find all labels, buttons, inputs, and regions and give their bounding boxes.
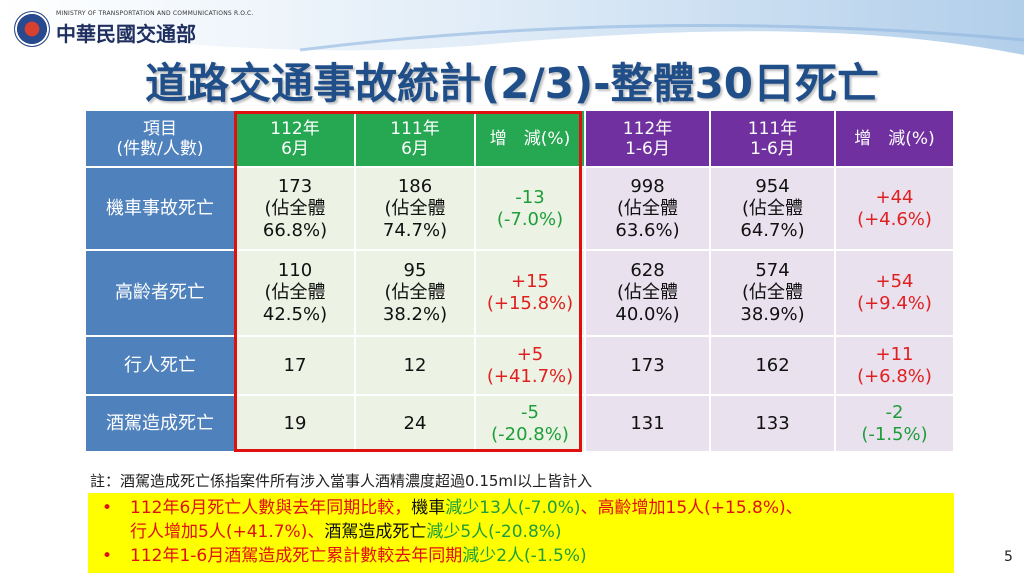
cell-change: +11 (+6.8%) [836, 337, 953, 394]
summary-bullet-2: • 112年1-6月酒駕造成死亡累計數較去年同期減少2人(-1.5%) [102, 546, 587, 566]
summary-bullet-1: • 112年6月死亡人數與去年同期比較，機車減少13人(-7.0%)、高齡增加1… [102, 498, 803, 542]
cell-value: 954 (佔全體 64.7%) [711, 168, 834, 249]
ministry-name-en: MINISTRY OF TRANSPORTATION AND COMMUNICA… [56, 10, 254, 17]
cell-value: 173 (佔全體 66.8%) [236, 168, 354, 249]
statistics-table: 項目 (件數/人數) 112年 6月 111年 6月 增 減(%) 112年 1-6月 … [84, 109, 955, 453]
ministry-name-zh: 中華民國交通部 [56, 22, 196, 46]
header-change-ytd: 增 減(%) [836, 111, 953, 166]
ministry-seal-icon [14, 10, 50, 47]
summary-box: • 112年6月死亡人數與去年同期比較，機車減少13人(-7.0%)、高齡增加1… [88, 493, 954, 573]
footnote: 註：酒駕造成死亡係指案件所有涉入當事人酒精濃度超過0.15ml以上皆計入 [90, 472, 593, 490]
header-change-month: 增 減(%) [476, 111, 584, 166]
cell-value: 574 (佔全體 38.9%) [711, 251, 834, 335]
cell-value: 95 (佔全體 38.2%) [356, 251, 474, 335]
header-item: 項目 (件數/人數) [86, 111, 234, 166]
cell-change: +15 (+15.8%) [476, 251, 584, 335]
cell-value: 133 [711, 396, 834, 451]
cell-value: 17 [236, 337, 354, 394]
cell-value: 110 (佔全體 42.5%) [236, 251, 354, 335]
cell-change: +54 (+9.4%) [836, 251, 953, 335]
cell-value: 186 (佔全體 74.7%) [356, 168, 474, 249]
cell-value: 628 (佔全體 40.0%) [586, 251, 709, 335]
cell-change: -2 (-1.5%) [836, 396, 953, 451]
row-label: 行人死亡 [86, 337, 234, 394]
header-111-jun: 111年 6月 [356, 111, 474, 166]
table-row: 酒駕造成死亡 19 24 -5 (-20.8%) 131 133 -2 (-1.5%… [86, 396, 953, 451]
cell-value: 131 [586, 396, 709, 451]
header-112-jun: 112年 6月 [236, 111, 354, 166]
cell-change: -13 (-7.0%) [476, 168, 584, 249]
cell-change: -5 (-20.8%) [476, 396, 584, 451]
cell-value: 162 [711, 337, 834, 394]
table-row: 機車事故死亡 173 (佔全體 66.8%) 186 (佔全體 74.7%) -13 (-… [86, 168, 953, 249]
cell-value: 173 [586, 337, 709, 394]
cell-change: +44 (+4.6%) [836, 168, 953, 249]
row-label: 高齡者死亡 [86, 251, 234, 335]
ministry-logo: MINISTRY OF TRANSPORTATION AND COMMUNICA… [14, 10, 254, 47]
cell-value: 24 [356, 396, 474, 451]
header-111-ytd: 111年 1-6月 [711, 111, 834, 166]
row-label: 機車事故死亡 [86, 168, 234, 249]
cell-value: 998 (佔全體 63.6%) [586, 168, 709, 249]
cell-change: +5 (+41.7%) [476, 337, 584, 394]
cell-value: 12 [356, 337, 474, 394]
cell-value: 19 [236, 396, 354, 451]
table-row: 高齡者死亡 110 (佔全體 42.5%) 95 (佔全體 38.2%) +15 (+15… [86, 251, 953, 335]
table-header-row: 項目 (件數/人數) 112年 6月 111年 6月 增 減(%) 112年 1-6月 … [86, 111, 953, 166]
page-number: 5 [1004, 549, 1013, 565]
page-title: 道路交通事故統計(2/3)-整體30日死亡 [144, 59, 880, 108]
table-row: 行人死亡 17 12 +5 (+41.7%) 173 162 +11 (+6.8%) [86, 337, 953, 394]
header-112-ytd: 112年 1-6月 [586, 111, 709, 166]
header-wave-decoration [0, 0, 1024, 55]
row-label: 酒駕造成死亡 [86, 396, 234, 451]
